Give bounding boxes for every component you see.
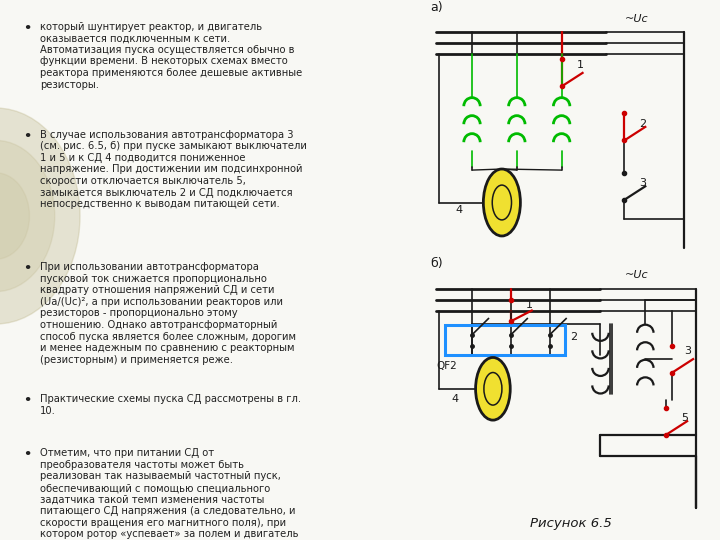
Text: Рисунок 6.5: Рисунок 6.5 (530, 517, 611, 530)
Text: ~Uс: ~Uс (624, 14, 648, 24)
Text: •: • (23, 130, 32, 143)
Text: •: • (23, 262, 32, 275)
Text: QF2: QF2 (436, 361, 457, 370)
Text: 1: 1 (526, 300, 533, 310)
Text: •: • (23, 22, 32, 35)
Text: а): а) (430, 1, 443, 14)
Circle shape (0, 140, 55, 292)
Text: 4: 4 (451, 394, 458, 404)
Text: •: • (23, 394, 32, 407)
Text: ~Uс: ~Uс (624, 270, 648, 280)
Text: Практические схемы пуска СД рассмотрены в гл.
10.: Практические схемы пуска СД рассмотрены … (40, 394, 301, 416)
Text: который шунтирует реактор, и двигатель
оказывается подключенным к сети.
Автомати: который шунтирует реактор, и двигатель о… (40, 22, 302, 90)
Circle shape (483, 169, 521, 236)
Text: 5: 5 (681, 413, 688, 423)
Text: 3: 3 (639, 178, 647, 188)
Text: В случае использования автотрансформатора 3
(см. рис. 6.5, б) при пуске замыкают: В случае использования автотрансформатор… (40, 130, 307, 210)
Text: 4: 4 (456, 205, 463, 215)
Text: Отметим, что при питании СД от
преобразователя частоты может быть
реализован так: Отметим, что при питании СД от преобразо… (40, 448, 301, 540)
Circle shape (0, 108, 80, 324)
Text: 2: 2 (639, 119, 647, 129)
Text: •: • (23, 448, 32, 461)
Circle shape (0, 173, 30, 259)
Text: б): б) (430, 257, 443, 271)
Circle shape (476, 357, 510, 420)
Text: 2: 2 (571, 332, 577, 342)
Text: При использовании автотрансформатора
пусковой ток снижается пропорционально
квад: При использовании автотрансформатора пус… (40, 262, 296, 364)
Text: 1: 1 (577, 59, 584, 70)
Text: 3: 3 (684, 346, 691, 356)
